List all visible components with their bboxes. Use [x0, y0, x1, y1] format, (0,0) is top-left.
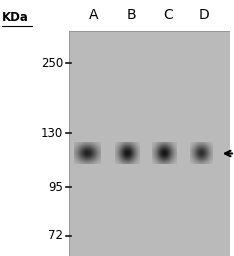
Text: D: D: [198, 8, 209, 22]
Text: C: C: [163, 8, 173, 22]
Text: A: A: [89, 8, 99, 22]
Text: 72: 72: [48, 229, 63, 242]
Text: 250: 250: [41, 57, 63, 70]
Text: B: B: [126, 8, 136, 22]
Text: KDa: KDa: [2, 11, 29, 24]
Bar: [69, 31, 230, 256]
Text: 130: 130: [41, 127, 63, 140]
Text: 95: 95: [48, 181, 63, 194]
